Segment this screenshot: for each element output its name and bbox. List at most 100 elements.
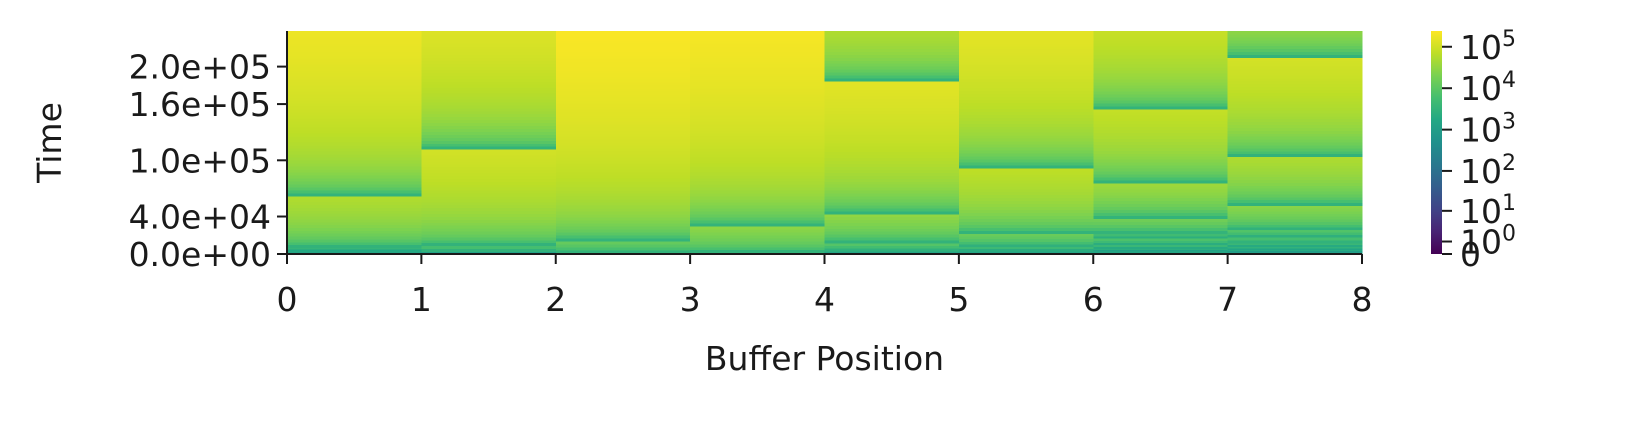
heatmap-cell — [555, 240, 691, 245]
heatmap-cell — [421, 181, 557, 185]
heatmap-cell — [1227, 139, 1363, 143]
heatmap-cell — [421, 75, 557, 79]
heatmap-cell — [1227, 188, 1363, 192]
heatmap-cell — [555, 42, 691, 47]
heatmap-cell — [1227, 224, 1363, 228]
heatmap-cell — [555, 81, 691, 86]
heatmap-cell — [555, 57, 691, 62]
heatmap-cell — [1093, 108, 1229, 113]
heatmap-cell — [1093, 66, 1229, 71]
heatmap-cell — [555, 120, 691, 125]
heatmap-cell — [824, 166, 960, 170]
heatmap-cell — [555, 138, 691, 143]
heatmap-cell — [958, 200, 1094, 205]
heatmap-cell — [824, 48, 960, 53]
heatmap-cell — [1093, 78, 1229, 83]
heatmap-cell — [287, 192, 422, 197]
heatmap-cell — [824, 172, 960, 176]
heatmap-cell — [1093, 36, 1229, 41]
heatmap-cell — [958, 167, 1094, 172]
heatmap-cell — [958, 215, 1094, 220]
heatmap-cell — [287, 99, 422, 104]
heatmap-cell — [958, 75, 1094, 80]
heatmap-cell — [958, 241, 1094, 245]
heatmap-cell — [690, 87, 826, 92]
heatmap-cell — [690, 126, 826, 131]
heatmap-cell — [421, 92, 557, 97]
heatmap-cell — [421, 122, 557, 127]
heatmap-cell — [1227, 130, 1363, 134]
heatmap-cell — [287, 183, 422, 188]
heatmap-cell — [824, 175, 960, 179]
heatmap-cell — [824, 101, 960, 105]
heatmap-cell — [958, 99, 1094, 103]
heatmap-cell — [958, 141, 1094, 145]
heatmap-cell — [1227, 144, 1363, 149]
heatmap-cell — [421, 51, 557, 56]
heatmap-cell — [958, 132, 1094, 136]
heatmap-cell — [287, 84, 422, 89]
heatmap-cell — [287, 213, 422, 217]
heatmap-cell — [287, 204, 422, 208]
heatmap-cell — [690, 162, 826, 167]
heatmap-cell — [1093, 102, 1229, 107]
heatmap-cell — [958, 69, 1094, 74]
heatmap-cell — [1227, 57, 1363, 61]
heatmap-cell — [287, 105, 422, 110]
heatmap-cell — [824, 193, 960, 197]
heatmap-cell — [958, 144, 1094, 148]
heatmap-cell — [1093, 114, 1229, 119]
heatmap-cell — [1227, 51, 1363, 55]
heatmap-cell — [287, 235, 422, 240]
heatmap-column — [287, 31, 422, 255]
heatmap-cell — [1227, 202, 1363, 206]
heatmap-cell — [555, 177, 691, 182]
heatmap-cell — [690, 225, 826, 230]
heatmap-cell — [690, 123, 826, 128]
heatmap-cell — [958, 54, 1094, 59]
heatmap-cell — [958, 251, 1094, 254]
heatmap-cell — [287, 36, 422, 41]
heatmap-cell — [690, 114, 826, 119]
heatmap-cell — [287, 251, 422, 254]
heatmap-cell — [690, 204, 826, 209]
heatmap-cell — [958, 158, 1094, 163]
heatmap-cell — [690, 141, 826, 146]
heatmap-cell — [287, 102, 422, 107]
heatmap-cell — [824, 231, 960, 235]
heatmap-cell — [690, 135, 826, 140]
heatmap-cell — [421, 175, 557, 179]
heatmap-cell — [1093, 230, 1229, 234]
heatmap-cell — [287, 42, 422, 47]
heatmap-cell — [1227, 229, 1363, 233]
heatmap-cell — [555, 165, 691, 170]
heatmap-cell — [1227, 127, 1363, 131]
heatmap-cell — [421, 236, 557, 241]
x-tick-label: 2 — [545, 280, 566, 319]
heatmap-cell — [690, 78, 826, 83]
colorbar-tick-label: 100 — [1460, 222, 1516, 262]
heatmap-cell — [287, 60, 422, 65]
heatmap-cell — [958, 164, 1094, 169]
heatmap-cell — [958, 60, 1094, 65]
colorbar-tick-label: 105 — [1460, 27, 1516, 67]
heatmap-cell — [824, 248, 960, 252]
heatmap-cell — [824, 66, 960, 70]
heatmap-cell — [958, 182, 1094, 187]
heatmap-cell — [287, 48, 422, 53]
x-tick-label: 4 — [814, 280, 835, 319]
heatmap-cell — [824, 204, 960, 209]
heatmap-cell — [421, 31, 557, 35]
y-tick-label: 2.0e+05 — [129, 48, 271, 87]
heatmap-cell — [287, 31, 422, 35]
heatmap-cell — [958, 238, 1094, 242]
heatmap-cell — [1093, 242, 1229, 246]
heatmap-column — [1093, 31, 1229, 255]
heatmap-cell — [1093, 120, 1229, 125]
heatmap-cell — [421, 222, 557, 226]
heatmap-cell — [958, 170, 1094, 175]
heatmap-cell — [421, 128, 557, 132]
heatmap-column — [421, 31, 557, 255]
heatmap-cell — [1227, 210, 1363, 214]
heatmap-cell — [421, 204, 557, 209]
